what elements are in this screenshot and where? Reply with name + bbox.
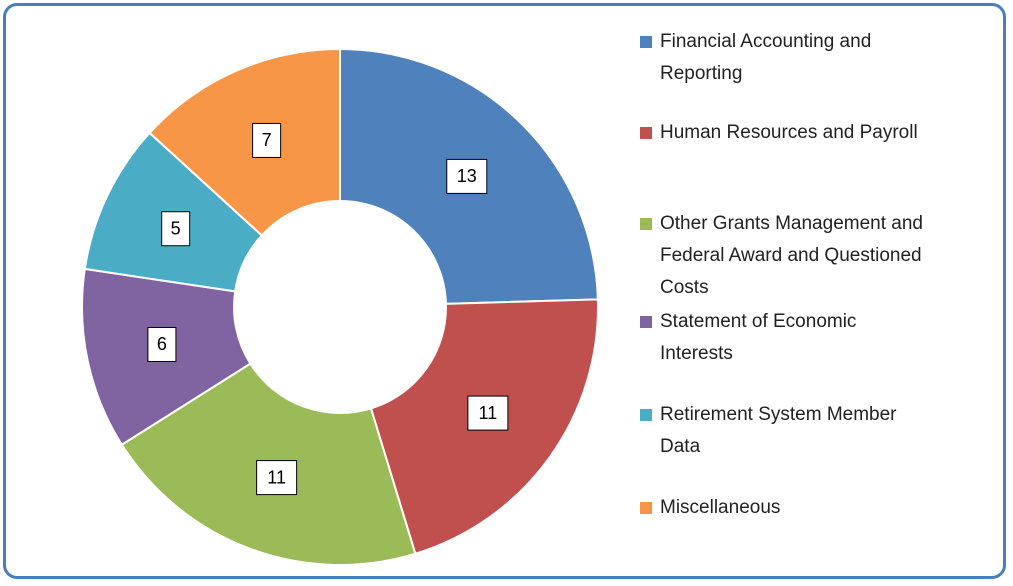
legend-item: Financial Accounting and Reporting (640, 26, 930, 90)
data-label: 11 (267, 467, 286, 487)
legend-swatch (640, 218, 652, 230)
legend-swatch (640, 502, 652, 514)
data-label: 7 (262, 130, 272, 150)
legend-label: Miscellaneous (660, 497, 781, 518)
donut-slice (148, 47, 341, 237)
legend-label: Human Resources and Payroll (660, 122, 918, 143)
legend-item: Human Resources and Payroll (640, 117, 930, 149)
legend-item: Other Grants Management and Federal Awar… (640, 208, 930, 304)
data-label: 11 (479, 403, 498, 423)
data-label: 13 (457, 166, 477, 186)
data-label-box (252, 122, 282, 158)
data-label-box (147, 326, 177, 362)
legend-swatch (640, 36, 652, 48)
legend-label: Other Grants Management and Federal Awar… (660, 213, 923, 298)
data-label-box (467, 395, 509, 431)
data-label-box (256, 460, 298, 496)
legend-item: Miscellaneous (640, 492, 930, 524)
legend-swatch (640, 409, 652, 421)
data-label: 6 (157, 334, 167, 354)
legend-swatch (640, 127, 652, 139)
legend-item: Retirement System Member Data (640, 399, 930, 463)
data-label-box (161, 211, 191, 247)
data-label: 5 (171, 218, 181, 238)
legend-swatch (640, 316, 652, 328)
data-label-box (446, 158, 488, 194)
legend-label: Statement of Economic Interests (660, 311, 857, 364)
legend-item: Statement of Economic Interests (640, 306, 930, 370)
legend-label: Retirement System Member Data (660, 404, 897, 457)
legend-label: Financial Accounting and Reporting (660, 31, 872, 84)
